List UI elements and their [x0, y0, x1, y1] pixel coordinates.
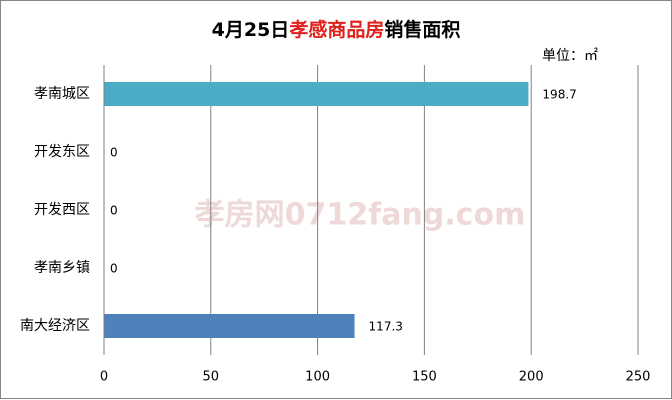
x-tick-label: 200 [519, 370, 544, 385]
unit-label: 单位：㎡ [542, 48, 598, 64]
title-part: 孝感商品房 [289, 18, 384, 41]
x-tick-label: 0 [100, 370, 108, 385]
title-part: 4月25日 [212, 19, 290, 41]
title-part: 销售面积 [384, 18, 460, 41]
data-label: 0 [110, 204, 118, 218]
data-label: 0 [110, 262, 118, 276]
y-tick-label: 南大经济区 [20, 318, 90, 334]
y-tick-label: 孝南城区 [34, 86, 90, 102]
watermark: 孝房网0712fang.com [195, 198, 526, 233]
x-tick-label: 150 [412, 370, 437, 385]
x-tick-label: 250 [626, 370, 651, 385]
y-tick-label: 开发西区 [34, 202, 90, 218]
x-tick-label: 50 [203, 370, 220, 385]
y-tick-label: 孝南乡镇 [34, 260, 90, 276]
x-tick-label: 100 [305, 370, 330, 385]
bar [104, 314, 355, 338]
data-label: 198.7 [542, 88, 576, 102]
bar [104, 82, 529, 106]
data-label: 0 [110, 146, 118, 160]
data-label: 117.3 [369, 320, 403, 334]
chart-title: 4月25日孝感商品房销售面积 [212, 18, 461, 41]
y-tick-label: 开发东区 [34, 144, 90, 160]
